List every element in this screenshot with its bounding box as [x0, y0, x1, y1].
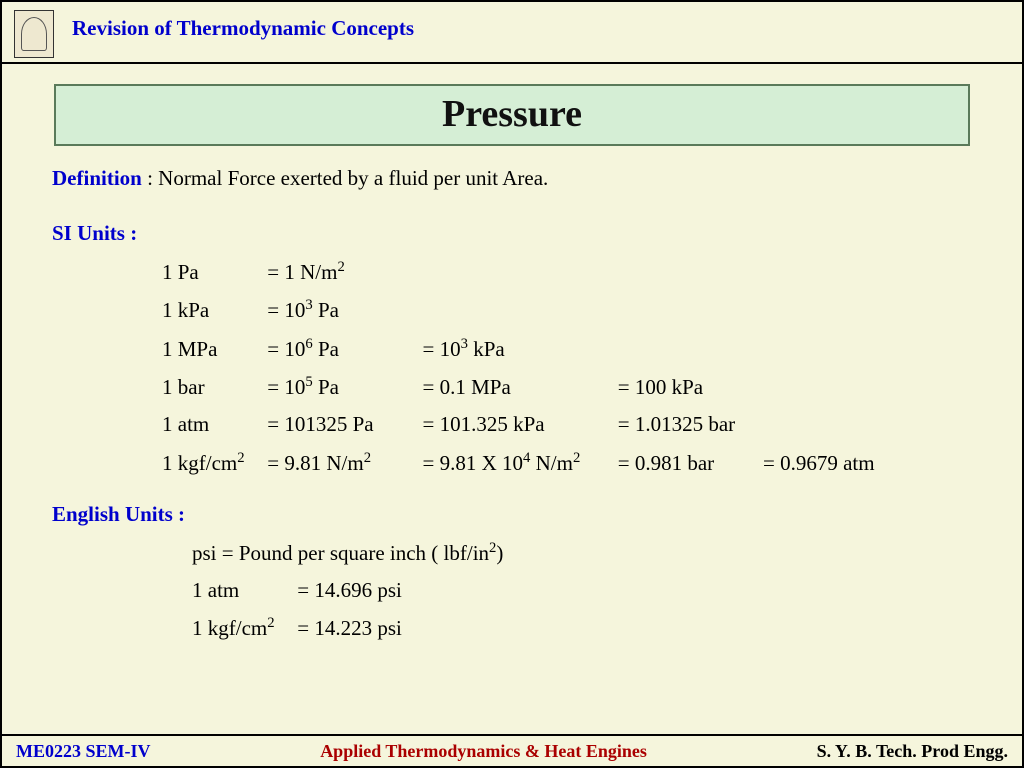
english-units-block: English Units : psi = Pound per square i…	[52, 500, 972, 644]
header-title: Revision of Thermodynamic Concepts	[72, 16, 414, 41]
slide-content: Definition : Normal Force exerted by a f…	[2, 146, 1022, 644]
si-val: = 103 Pa	[267, 295, 339, 325]
si-val: = 0.9679 atm	[763, 449, 875, 478]
si-val: = 105 Pa	[267, 372, 417, 402]
footer-course-name: Applied Thermodynamics & Heat Engines	[320, 741, 647, 762]
si-lhs: 1 Pa	[162, 258, 262, 287]
si-row-kgfcm2: 1 kgf/cm2 = 9.81 N/m2 = 9.81 X 104 N/m2 …	[162, 448, 972, 478]
english-lhs: 1 atm	[192, 576, 292, 605]
si-row-kpa: 1 kPa = 103 Pa	[162, 295, 972, 325]
english-val: = 14.696 psi	[297, 576, 402, 605]
si-val: = 0.981 bar	[618, 449, 758, 478]
footer-program: S. Y. B. Tech. Prod Engg.	[817, 741, 1008, 762]
institution-logo	[14, 10, 54, 58]
title-banner: Pressure	[54, 84, 970, 146]
si-val: = 9.81 X 104 N/m2	[423, 448, 613, 478]
si-val: = 103 kPa	[423, 334, 505, 364]
slide-page: Revision of Thermodynamic Concepts Press…	[0, 0, 1024, 768]
si-lhs: 1 bar	[162, 373, 262, 402]
si-units-label: SI Units :	[52, 219, 972, 248]
si-val: = 0.1 MPa	[423, 373, 613, 402]
footer-course-code: ME0223 SEM-IV	[16, 741, 151, 762]
english-row-atm: 1 atm = 14.696 psi	[192, 576, 972, 605]
si-val: = 9.81 N/m2	[267, 448, 417, 478]
si-row-bar: 1 bar = 105 Pa = 0.1 MPa = 100 kPa	[162, 372, 972, 402]
si-lhs: 1 MPa	[162, 335, 262, 364]
si-row-pa: 1 Pa = 1 N/m2	[162, 257, 972, 287]
si-val: = 100 kPa	[618, 373, 703, 402]
si-lhs: 1 kgf/cm2	[162, 448, 262, 478]
si-val: = 106 Pa	[267, 334, 417, 364]
definition-line: Definition : Normal Force exerted by a f…	[52, 164, 972, 193]
english-lhs: 1 kgf/cm2	[192, 613, 292, 643]
si-val: = 101.325 kPa	[423, 410, 613, 439]
si-lhs: 1 kPa	[162, 296, 262, 325]
si-lhs: 1 atm	[162, 410, 262, 439]
english-row-psi-def: psi = Pound per square inch ( lbf/in2)	[192, 538, 972, 568]
slide-header: Revision of Thermodynamic Concepts	[2, 2, 1022, 64]
si-units-block: SI Units : 1 Pa = 1 N/m2 1 kPa = 103 Pa …	[52, 219, 972, 478]
slide-footer: ME0223 SEM-IV Applied Thermodynamics & H…	[2, 734, 1022, 766]
si-val: = 1 N/m2	[267, 257, 345, 287]
definition-text: : Normal Force exerted by a fluid per un…	[142, 166, 548, 190]
english-units-label: English Units :	[52, 500, 972, 529]
si-val: = 101325 Pa	[267, 410, 417, 439]
english-row-kgfcm2: 1 kgf/cm2 = 14.223 psi	[192, 613, 972, 643]
si-row-atm: 1 atm = 101325 Pa = 101.325 kPa = 1.0132…	[162, 410, 972, 439]
definition-label: Definition	[52, 166, 142, 190]
si-row-mpa: 1 MPa = 106 Pa = 103 kPa	[162, 334, 972, 364]
si-val: = 1.01325 bar	[618, 410, 735, 439]
english-val: = 14.223 psi	[297, 614, 402, 643]
slide-title: Pressure	[56, 92, 968, 136]
